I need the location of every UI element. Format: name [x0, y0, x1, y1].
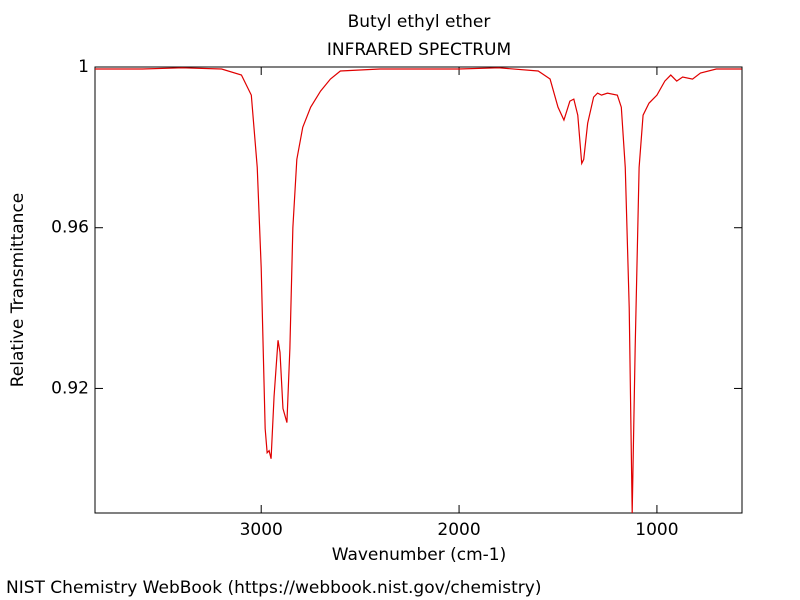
x-tick-label: 3000: [240, 520, 283, 540]
y-tick-label: 1: [78, 57, 89, 77]
y-axis-label: Relative Transmittance: [8, 193, 28, 388]
chart-subtitle: INFRARED SPECTRUM: [327, 40, 511, 60]
x-tick-label: 2000: [437, 520, 480, 540]
spectrum-line: [95, 67, 742, 514]
source-note: NIST Chemistry WebBook (https://webbook.…: [6, 578, 541, 598]
x-tick-label: 1000: [635, 520, 678, 540]
y-tick-label: 0.96: [51, 218, 89, 238]
x-axis-label: Wavenumber (cm-1): [332, 545, 507, 565]
y-tick-label: 0.92: [51, 378, 89, 398]
plot-frame: [94, 66, 743, 514]
chart-title: Butyl ethyl ether: [348, 12, 491, 32]
